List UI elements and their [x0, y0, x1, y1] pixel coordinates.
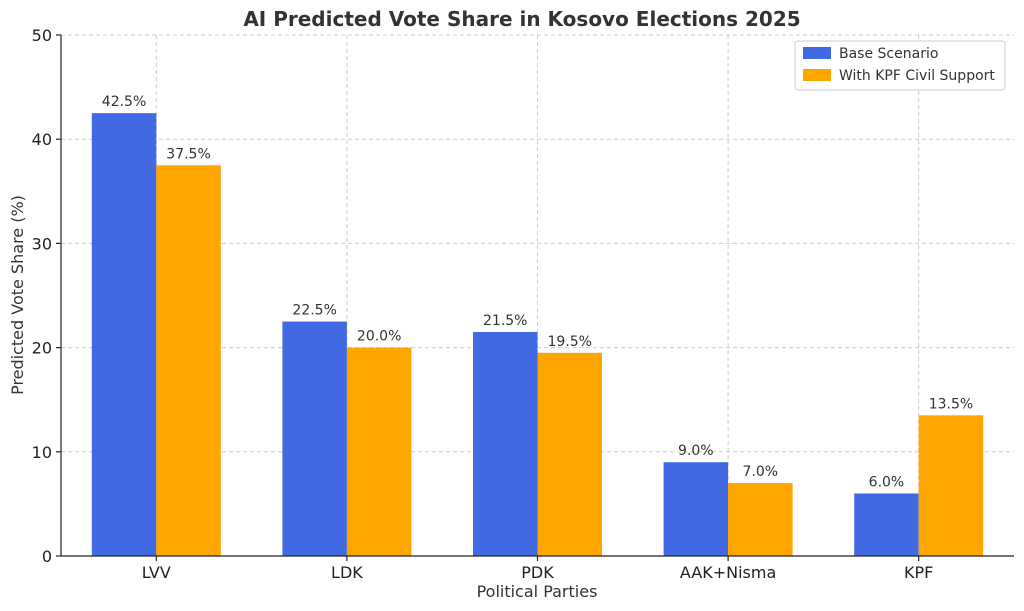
y-tick-label: 10	[32, 443, 52, 462]
bar-labels: 42.5% 37.5% 22.5% 20.0% 21.5% 19.5% 9.0% 7.0% 6.…	[102, 94, 973, 490]
bar-label-base-scenario-lvv: 42.5%	[102, 94, 146, 110]
bar-label-with-kpf-civil-support-kpf: 13.5%	[929, 396, 973, 412]
x-axis-title: Political Parties	[477, 582, 598, 601]
bar-with-kpf-civil-support-ldk	[346, 347, 412, 556]
bar-label-base-scenario-ldk: 22.5%	[292, 303, 336, 319]
legend-label-kpf-support: With KPF Civil Support	[839, 68, 995, 84]
bar-label-base-scenario-pdk: 21.5%	[483, 313, 527, 329]
bar-label-base-scenario-aak-nisma: 9.0%	[678, 443, 714, 459]
bars	[91, 113, 984, 557]
x-tick-label-pdk: PDK	[521, 563, 554, 582]
bar-base-scenario-ldk	[282, 321, 347, 556]
legend-swatch-base-scenario	[803, 47, 831, 59]
legend-swatch-kpf-support	[803, 69, 831, 81]
bar-label-with-kpf-civil-support-lvv: 37.5%	[166, 146, 210, 162]
bar-label-with-kpf-civil-support-ldk: 20.0%	[357, 329, 401, 345]
y-ticks: 0 10 20 30 40 50	[32, 26, 61, 566]
y-tick-label: 0	[42, 547, 52, 566]
x-tick-label-lvv: LVV	[142, 563, 171, 582]
bar-label-with-kpf-civil-support-pdk: 19.5%	[548, 334, 592, 350]
x-ticks: LVV LDK PDK AAK+Nisma KPF	[142, 556, 933, 582]
y-tick-label: 50	[32, 26, 52, 45]
y-axis-title: Predicted Vote Share (%)	[8, 195, 27, 395]
legend-box	[794, 40, 1006, 91]
bar-label-with-kpf-civil-support-aak-nisma: 7.0%	[743, 464, 779, 480]
y-tick-label: 30	[32, 234, 52, 253]
x-tick-label-aak-nisma: AAK+Nisma	[680, 563, 776, 582]
bar-base-scenario-pdk	[473, 331, 538, 556]
bar-with-kpf-civil-support-aak-nisma	[728, 483, 793, 556]
bar-with-kpf-civil-support-lvv	[156, 165, 221, 556]
bar-base-scenario-kpf	[854, 493, 919, 556]
bar-base-scenario-lvv	[91, 113, 157, 557]
x-tick-label-ldk: LDK	[331, 563, 363, 582]
bar-with-kpf-civil-support-pdk	[537, 352, 602, 556]
bar-with-kpf-civil-support-kpf	[918, 415, 984, 556]
bar-label-base-scenario-kpf: 6.0%	[869, 474, 905, 490]
y-tick-label: 40	[32, 130, 52, 149]
legend: Base Scenario With KPF Civil Support	[794, 40, 1006, 91]
y-tick-label: 20	[32, 339, 52, 358]
legend-label-base-scenario: Base Scenario	[839, 46, 938, 62]
bar-base-scenario-aak-nisma	[663, 462, 729, 556]
x-tick-label-kpf: KPF	[904, 563, 933, 582]
chart-title: AI Predicted Vote Share in Kosovo Electi…	[243, 7, 800, 31]
